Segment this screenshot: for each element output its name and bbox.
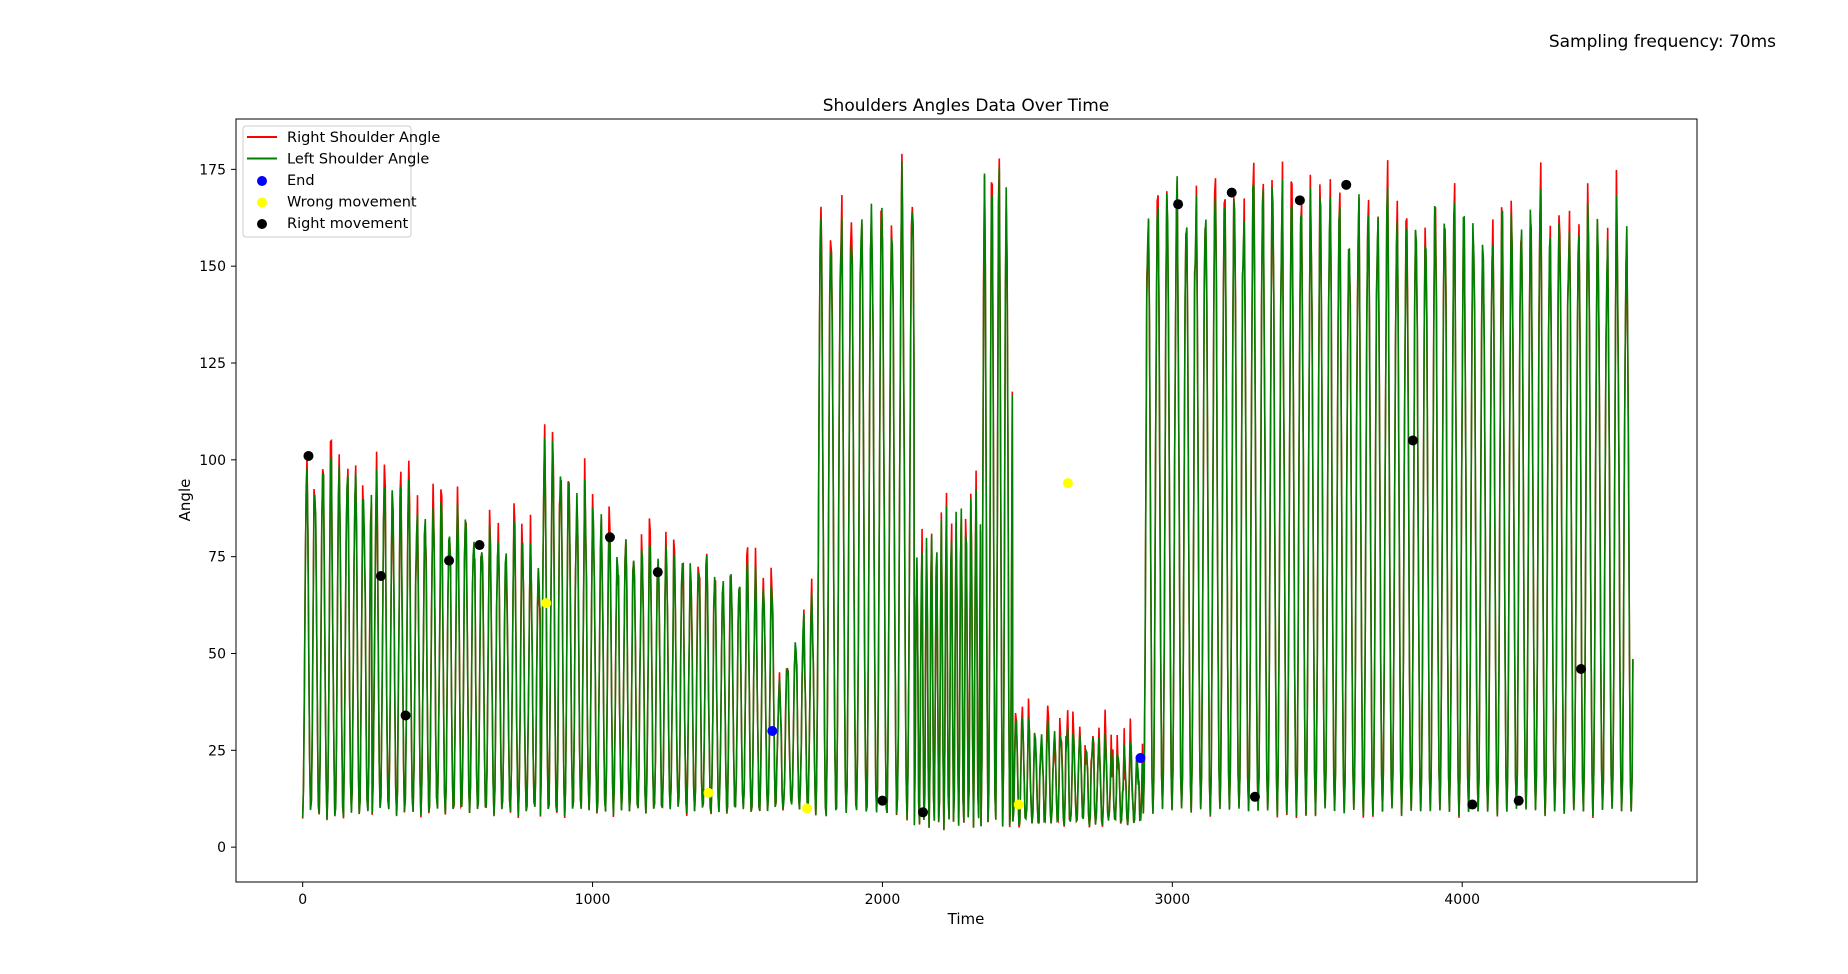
marker-layer (303, 179, 1587, 818)
wrong-movement-point (1062, 478, 1073, 489)
x-tick-label: 3000 (1154, 892, 1190, 908)
y-tick-label: 150 (199, 259, 226, 275)
plot-area-frame (235, 118, 1698, 883)
legend-label-wrong-movement: Wrong movement (287, 195, 417, 211)
right-movement-point (444, 555, 455, 566)
right-movement-point (303, 450, 314, 461)
right-movement-point (474, 540, 485, 551)
legend-label-right-shoulder-angle: Right Shoulder Angle (287, 130, 440, 146)
legend-swatch-right-movement (257, 219, 267, 229)
y-axis-label: Angle (176, 479, 194, 522)
y-tick-label: 50 (208, 646, 226, 662)
x-tick-label: 0 (298, 892, 307, 908)
y-tick-label: 25 (208, 743, 226, 759)
right-movement-point (652, 567, 663, 578)
chart-title: Shoulders Angles Data Over Time (823, 96, 1110, 116)
right-movement-point (877, 795, 888, 806)
y-tick-label: 100 (199, 453, 226, 469)
right-movement-point (604, 532, 615, 543)
y-tick-label: 125 (199, 356, 226, 372)
x-tick-label: 1000 (575, 892, 611, 908)
right-movement-point (1576, 663, 1587, 674)
legend-label-right-movement: Right movement (287, 216, 409, 232)
legend-swatch-end (257, 176, 267, 186)
right-movement-point (400, 710, 411, 721)
wrong-movement-point (1013, 799, 1024, 810)
legend-label-left-shoulder-angle: Left Shoulder Angle (287, 152, 429, 168)
axis-ticks: 0 1000 2000 3000 4000 0 25 50 75 100 125 150 175 (199, 162, 1480, 908)
legend-swatch-wrong-movement (257, 197, 267, 208)
right-movement-point (1341, 179, 1352, 190)
x-tick-label: 4000 (1444, 892, 1480, 908)
right-movement-point (918, 807, 929, 818)
right-movement-point (1407, 435, 1418, 446)
sampling-frequency-note: Sampling frequency: 70ms (1548, 32, 1776, 52)
y-tick-label: 75 (208, 550, 226, 566)
right-movement-point (1467, 799, 1478, 810)
right-movement-point (1294, 195, 1305, 206)
y-tick-label: 0 (217, 840, 226, 856)
right-movement-point (1173, 199, 1184, 210)
x-tick-label: 2000 (865, 892, 901, 908)
wrong-movement-point (703, 787, 714, 798)
right-movement-point (1249, 791, 1260, 802)
legend-label-end: End (287, 173, 315, 189)
legend-box (242, 125, 412, 238)
legend: Right Shoulder Angle Left Shoulder Angle E… (242, 125, 440, 238)
right-movement-point (375, 571, 386, 582)
wrong-movement-point (802, 803, 813, 814)
end-point (767, 725, 778, 736)
left-shoulder-angle-line (301, 161, 1634, 830)
right-movement-point (1226, 187, 1237, 198)
wrong-movement-point (541, 598, 552, 609)
end-point (1135, 753, 1146, 764)
x-axis-label: Time (947, 910, 985, 928)
y-tick-label: 175 (199, 162, 226, 178)
right-movement-point (1513, 795, 1524, 806)
series-layer (301, 153, 1634, 831)
